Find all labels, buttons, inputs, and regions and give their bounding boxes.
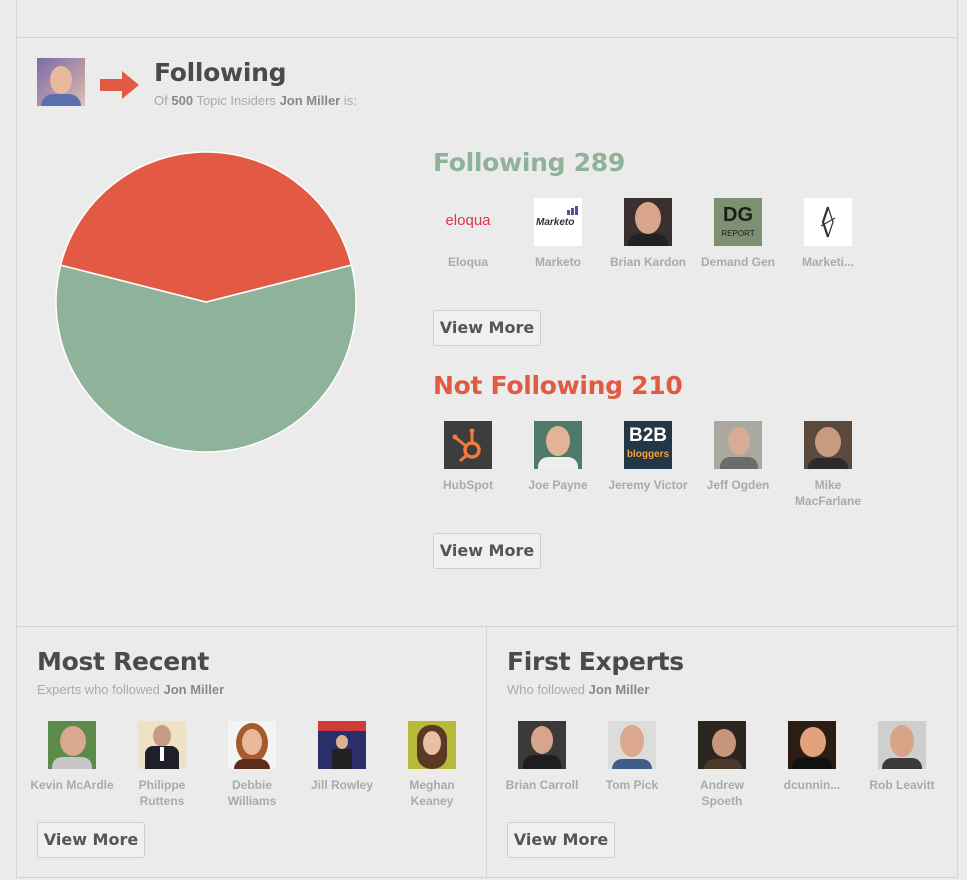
most-recent-title: Most Recent xyxy=(37,647,210,676)
following-heading: Following 289 xyxy=(433,148,625,177)
dcunnin-photo[interactable] xyxy=(788,721,836,769)
brian-carroll-photo[interactable] xyxy=(518,721,566,769)
kevin-mcardle-photo[interactable] xyxy=(48,721,96,769)
b2b-bloggers-logo[interactable]: B2B bloggers xyxy=(624,421,672,469)
not-following-view-more-button[interactable]: View More xyxy=(433,533,541,569)
list-item[interactable]: Marketo Marketo xyxy=(513,198,603,270)
list-item[interactable]: Meghan Keaney xyxy=(387,721,477,809)
list-item[interactable]: Kevin McArdle xyxy=(27,721,117,809)
meghan-keaney-photo[interactable] xyxy=(408,721,456,769)
list-item[interactable]: Brian Carroll xyxy=(497,721,587,809)
jeff-ogden-photo[interactable] xyxy=(714,421,762,469)
list-item[interactable]: Rob Leavitt xyxy=(857,721,947,809)
marketo-logo[interactable]: Marketo xyxy=(534,198,582,246)
jill-rowley-photo[interactable] xyxy=(318,721,366,769)
arrow-right-icon xyxy=(100,71,139,99)
list-item[interactable]: Jill Rowley xyxy=(297,721,387,809)
first-experts-title: First Experts xyxy=(507,647,684,676)
first-experts-subtitle: Who followed Jon Miller xyxy=(507,682,650,697)
tom-pick-photo[interactable] xyxy=(608,721,656,769)
following-view-more-button[interactable]: View More xyxy=(433,310,541,346)
list-item[interactable]: dcunnin... xyxy=(767,721,857,809)
list-item[interactable]: Jeff Ogden xyxy=(693,421,783,509)
hubspot-logo[interactable] xyxy=(444,421,492,469)
pie-slice-following xyxy=(55,264,357,453)
first-experts-view-more-button[interactable]: View More xyxy=(507,822,615,858)
pie-slice-not-following xyxy=(59,151,353,303)
list-item[interactable]: eloqua Eloqua xyxy=(423,198,513,270)
eloqua-logo[interactable]: eloqua xyxy=(444,198,492,246)
user-avatar[interactable] xyxy=(37,58,85,106)
most-recent-subtitle: Experts who followed Jon Miller xyxy=(37,682,225,697)
most-recent-list: Kevin McArdle Philippe Ruttens Debbie Wi… xyxy=(27,721,477,809)
andrew-spoeth-photo[interactable] xyxy=(698,721,746,769)
list-item[interactable]: B2B bloggers Jeremy Victor xyxy=(603,421,693,509)
marketing-logo[interactable] xyxy=(804,198,852,246)
philippe-ruttens-photo[interactable] xyxy=(138,721,186,769)
demand-gen-logo[interactable]: DG REPORT xyxy=(714,198,762,246)
following-list: eloqua Eloqua Marketo Marketo Brian Kard… xyxy=(423,198,873,270)
joe-payne-photo[interactable] xyxy=(534,421,582,469)
not-following-heading: Not Following 210 xyxy=(433,371,683,400)
following-pie-chart xyxy=(55,151,357,453)
debbie-williams-photo[interactable] xyxy=(228,721,276,769)
list-item[interactable]: Joe Payne xyxy=(513,421,603,509)
list-item[interactable]: Philippe Ruttens xyxy=(117,721,207,809)
page-title: Following xyxy=(154,58,287,87)
list-item[interactable]: DG REPORT Demand Gen xyxy=(693,198,783,270)
list-item[interactable]: Mike MacFarlane xyxy=(783,421,873,509)
list-item[interactable]: Tom Pick xyxy=(587,721,677,809)
not-following-list: HubSpot Joe Payne B2B bloggers Jeremy Vi… xyxy=(423,421,873,509)
list-item[interactable]: Brian Kardon xyxy=(603,198,693,270)
rob-leavitt-photo[interactable] xyxy=(878,721,926,769)
list-item[interactable]: Debbie Williams xyxy=(207,721,297,809)
list-item[interactable]: Marketi... xyxy=(783,198,873,270)
brian-kardon-photo[interactable] xyxy=(624,198,672,246)
page-subtitle: Of 500 Topic Insiders Jon Miller is: xyxy=(154,93,357,108)
list-item[interactable]: Andrew Spoeth xyxy=(677,721,767,809)
list-item[interactable]: HubSpot xyxy=(423,421,513,509)
first-experts-list: Brian Carroll Tom Pick Andrew Spoeth dcu… xyxy=(497,721,947,809)
mike-macfarlane-photo[interactable] xyxy=(804,421,852,469)
most-recent-view-more-button[interactable]: View More xyxy=(37,822,145,858)
top-panel xyxy=(16,0,958,38)
